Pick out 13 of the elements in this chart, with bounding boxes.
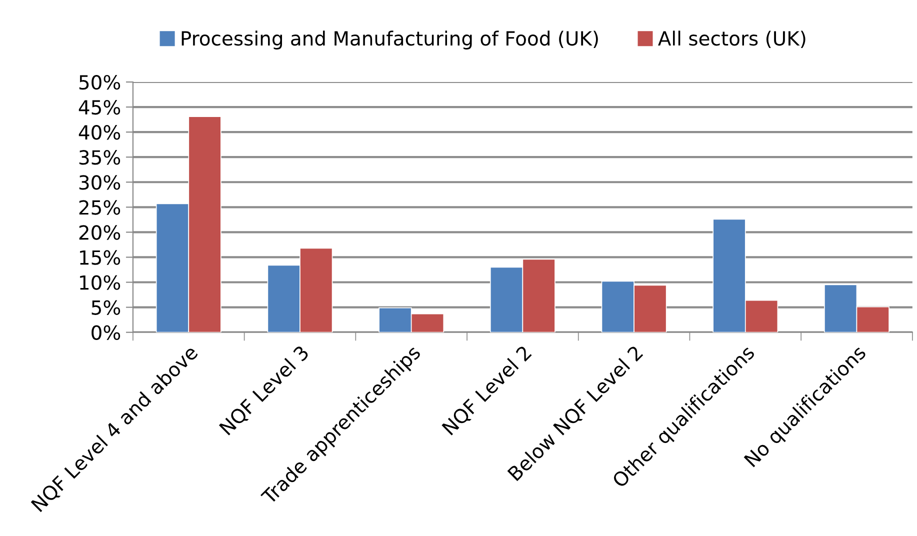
y-tick-label: 5% (92, 300, 120, 315)
y-tick-label: 20% (79, 225, 120, 240)
legend-label: All sectors (UK) (658, 30, 806, 48)
y-tick-label: 30% (79, 175, 120, 190)
y-tick-label: 45% (78, 100, 120, 115)
legend-label: Processing and Manufacturing of Food (UK) (182, 30, 598, 50)
y-tick-label: 0% (92, 325, 120, 340)
y-tick-label: 50% (79, 74, 120, 90)
y-tick-label: 10% (80, 275, 120, 290)
y-tick-label: 35% (79, 150, 120, 165)
y-tick-label: 25% (79, 200, 120, 215)
y-tick-label: 40% (78, 125, 120, 140)
y-tick-label: 15% (80, 250, 120, 265)
